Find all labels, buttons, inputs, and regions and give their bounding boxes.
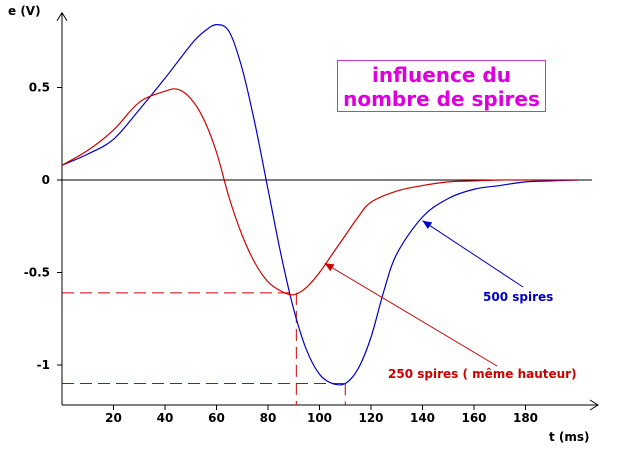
annotation-arrow-line (422, 220, 524, 288)
y-axis-title: e (V) (8, 4, 41, 18)
x-tick-label: 40 (157, 411, 174, 425)
x-tick-label: 80 (260, 411, 277, 425)
annotations: 500 spires 250 spires ( même hauteur) (324, 220, 577, 381)
y-tick-label: 0 (42, 173, 50, 187)
x-axis-title: t (ms) (549, 430, 590, 444)
x-tick-label: 140 (410, 411, 435, 425)
chart-title-line-2: nombre de spires (343, 87, 540, 111)
reference-lines (62, 292, 346, 405)
x-tick-label: 60 (208, 411, 225, 425)
annotation-250-spires: 250 spires ( même hauteur) (388, 367, 577, 381)
chart-title-line-1: influence du (372, 63, 511, 87)
series-lines (61, 23, 578, 386)
x-tick-label: 120 (358, 411, 383, 425)
y-tick-label: -0.5 (24, 266, 50, 280)
y-tick-label: -1 (37, 358, 50, 372)
series-line-250-spires (61, 88, 577, 296)
series-line-500-spires (61, 23, 578, 386)
axes: 0.5 0 -0.5 -1 20 40 60 80 100 120 140 160 180 e (V) t … (8, 4, 599, 444)
annotation-arrow-head (422, 220, 433, 229)
x-tick-label: 20 (105, 411, 122, 425)
annotation-arrow-head (324, 263, 335, 272)
x-tick-label: 180 (513, 411, 538, 425)
x-axis-arrow (589, 399, 599, 411)
chart-title: influence du nombre de spires (337, 60, 546, 112)
annotation-500-spires: 500 spires (483, 290, 553, 304)
x-tick-label: 160 (461, 411, 486, 425)
x-tick-label: 100 (307, 411, 332, 425)
annotation-arrow-line (324, 262, 498, 367)
y-tick-label: 0.5 (29, 81, 50, 95)
y-axis-arrow (56, 11, 68, 22)
